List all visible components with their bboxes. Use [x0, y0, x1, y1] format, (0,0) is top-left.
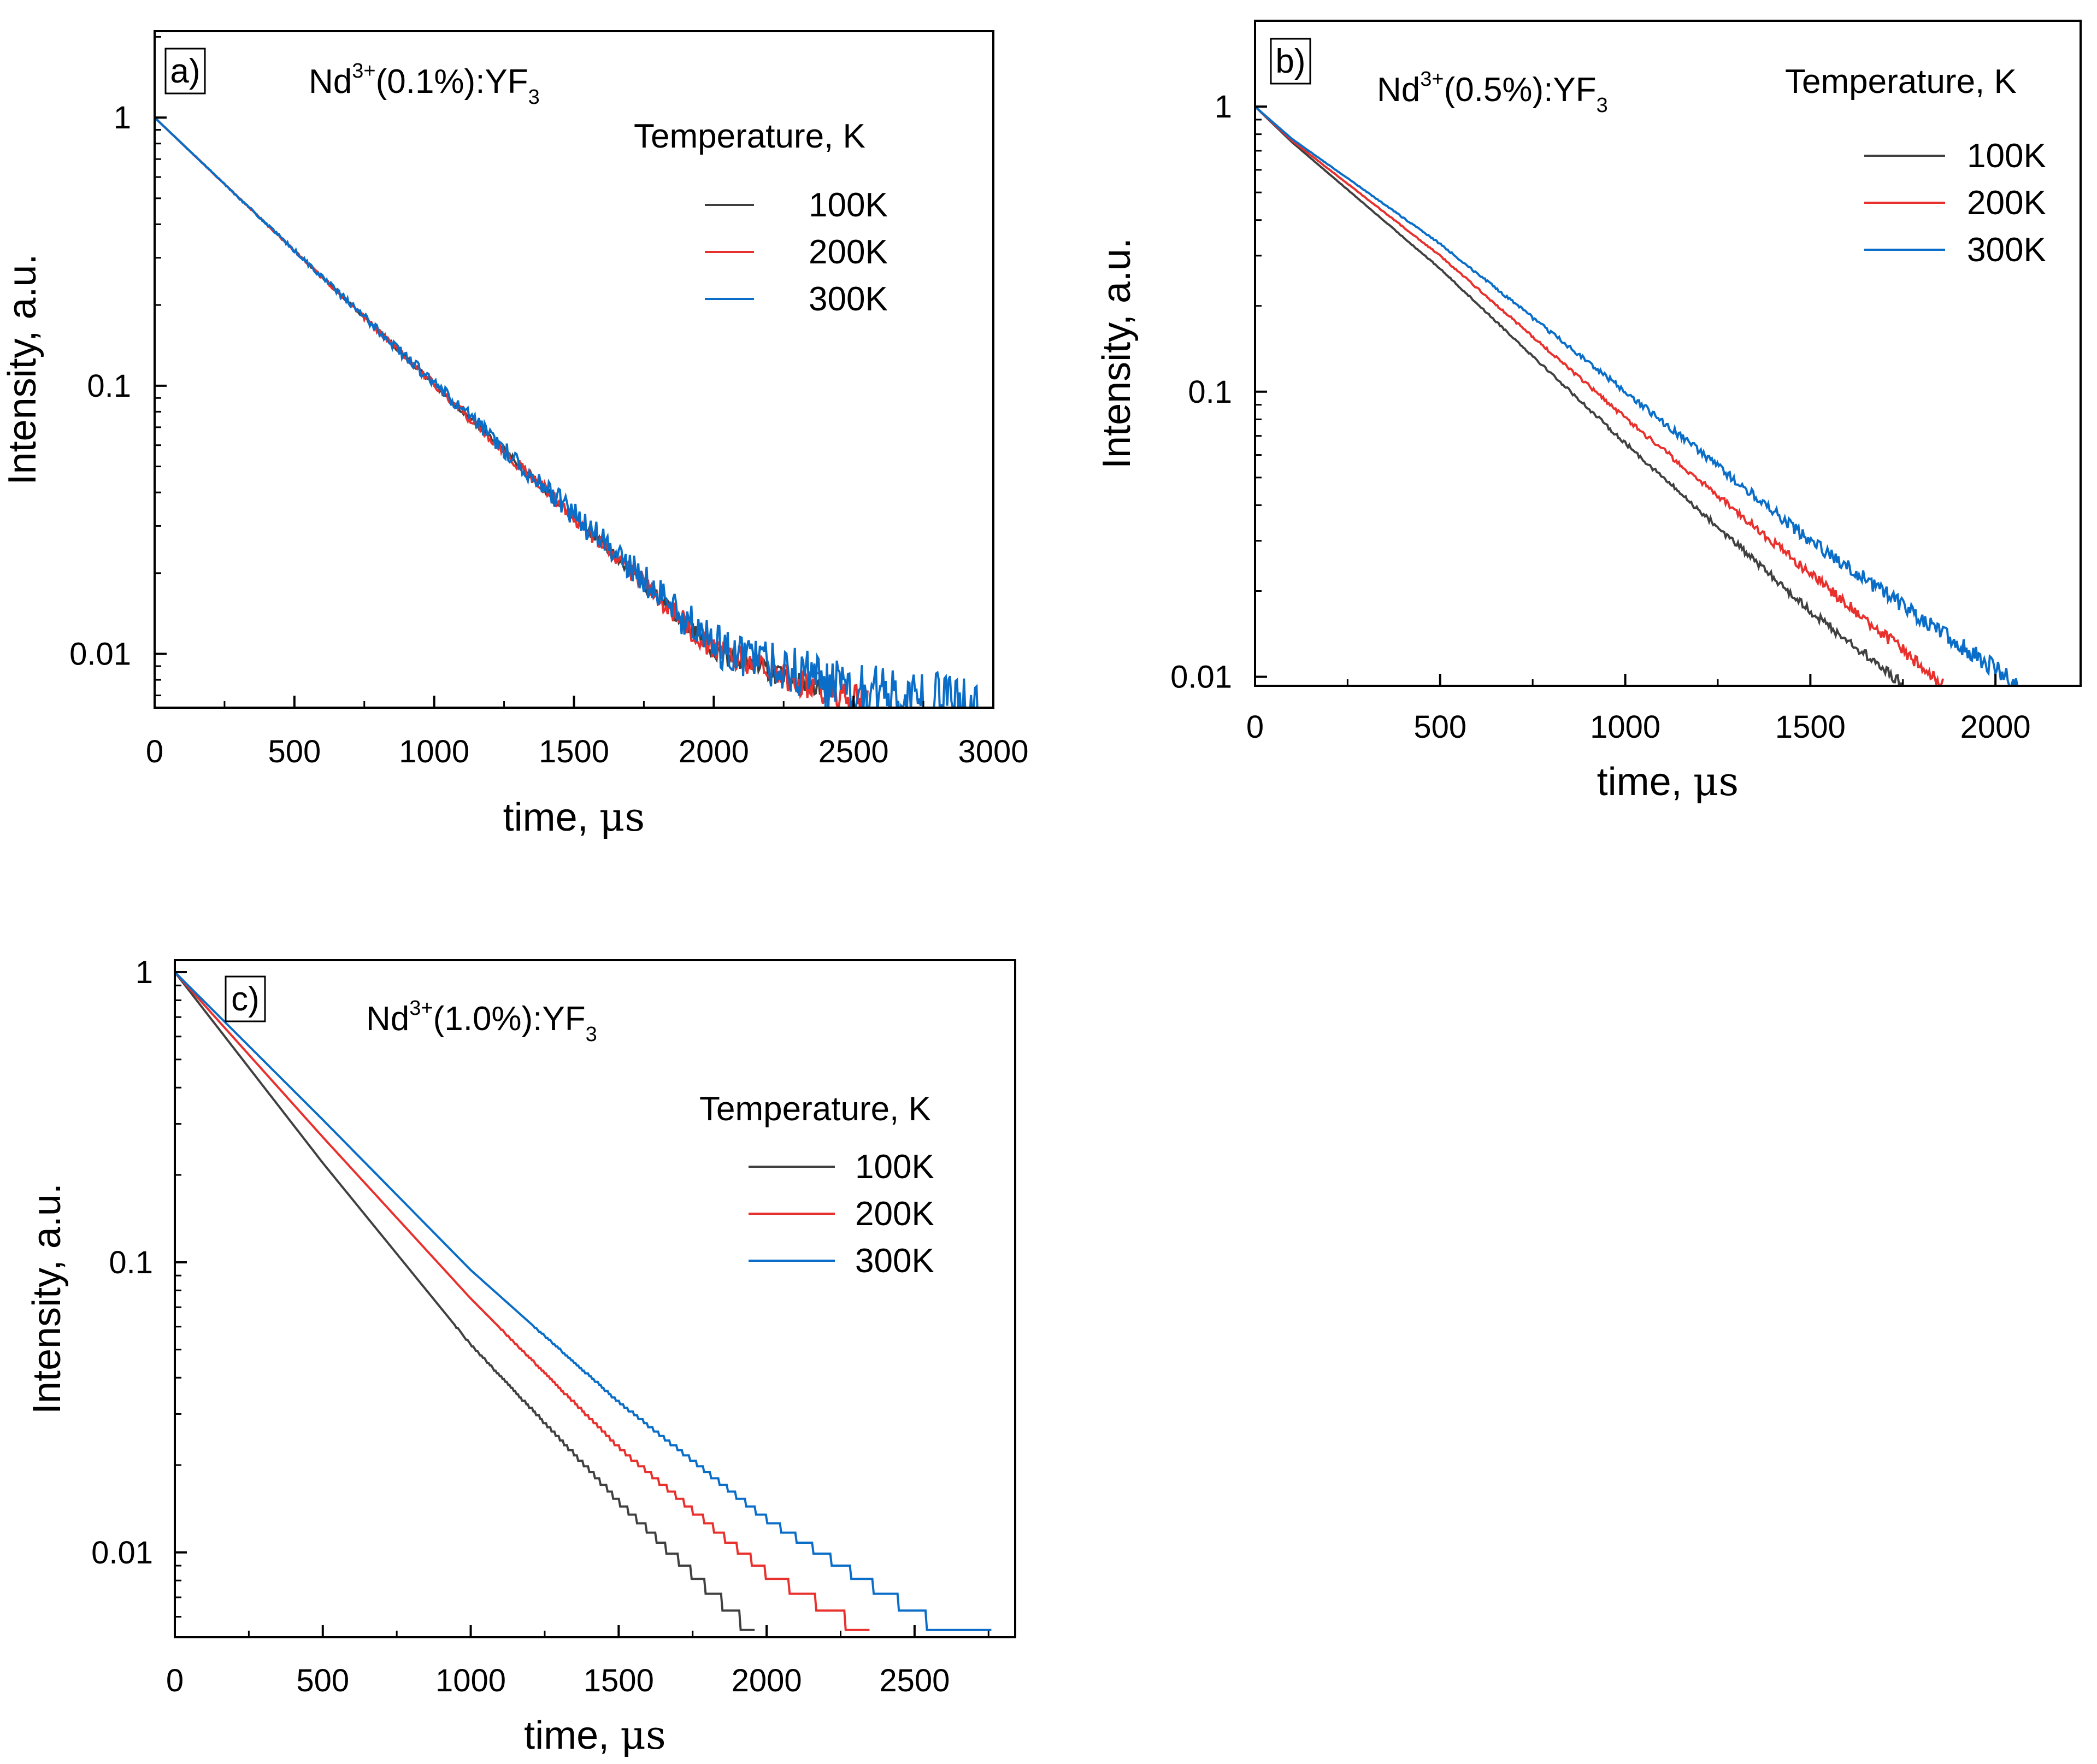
x-axis-title-unit: μs [620, 1712, 666, 1758]
x-axis-title: time, μs [503, 794, 645, 840]
y-tick-label: 0.1 [1188, 374, 1232, 410]
sample-formula: Nd3+(1.0%):YF3 [366, 997, 597, 1046]
legend-label-100K: 100K [855, 1148, 934, 1186]
x-tick-label: 0 [146, 734, 163, 769]
x-axis-title-text: time, [503, 796, 599, 839]
sample-formula: Nd3+(0.1%):YF3 [309, 60, 540, 109]
plot-frame [1254, 20, 2082, 687]
series-line-200K [175, 971, 870, 1631]
y-axis-title: Intensity, a.u. [1095, 238, 1139, 469]
y-tick-label: 0.01 [1170, 660, 1232, 695]
series-line-200K [1255, 105, 1945, 686]
legend-label-100K: 100K [1967, 137, 2046, 175]
x-axis-title-text: time, [1597, 760, 1693, 804]
x-tick-label: 2500 [879, 1663, 950, 1698]
legend-label-200K: 200K [1967, 184, 2046, 222]
x-tick-label: 1500 [584, 1663, 654, 1698]
panel-a: 0 500 1000 1500 2000 2500 3000 1 0.1 0.01 time, μs… [1, 30, 1029, 840]
x-tick-label: 2000 [679, 734, 749, 769]
x-axis-title: time, μs [1597, 758, 1739, 804]
sample-formula: Nd3+(0.5%):YF3 [1377, 68, 1608, 117]
x-tick-label: 1500 [539, 734, 609, 769]
legend-label-300K: 300K [855, 1242, 934, 1280]
y-tick-label: 1 [114, 100, 131, 136]
x-tick-label: 1000 [399, 734, 469, 769]
series-line-300K [155, 116, 979, 708]
legend-label-200K: 200K [809, 233, 888, 271]
x-tick-label: 3000 [958, 734, 1028, 769]
x-tick-label: 2000 [1960, 709, 2031, 745]
y-tick-label: 0.1 [109, 1245, 153, 1280]
legend-title: Temperature, K [699, 1090, 931, 1128]
panel-label-box [164, 48, 206, 95]
legend-label-300K: 300K [1967, 231, 2046, 269]
y-tick-label: 0.01 [91, 1535, 153, 1571]
panel-label-box [1270, 38, 1311, 85]
panel-label: c) [231, 980, 260, 1018]
x-tick-label: 500 [1413, 709, 1466, 745]
series-line-300K [1255, 105, 2019, 686]
legend-label-100K: 100K [809, 186, 888, 224]
x-tick-label: 1500 [1775, 709, 1846, 745]
panel-label: a) [170, 52, 200, 90]
x-axis-title-unit: μs [599, 794, 645, 840]
x-tick-label: 1000 [435, 1663, 506, 1698]
panel-label-box [225, 975, 266, 1022]
x-tick-label: 500 [268, 734, 321, 769]
y-tick-label: 1 [136, 955, 153, 990]
plot-frame [174, 959, 1016, 1638]
x-axis-title-text: time, [524, 1714, 620, 1757]
x-tick-label: 2000 [732, 1663, 802, 1698]
panel-b: 0 500 1000 1500 2000 1 0.1 0.01 time, μs Intensit… [1095, 20, 2082, 804]
series-line-100K [175, 971, 755, 1631]
y-axis-title: Intensity, a.u. [25, 1183, 69, 1414]
x-tick-label: 0 [166, 1663, 184, 1698]
plot-frame [154, 30, 994, 709]
legend-label-200K: 200K [855, 1195, 934, 1233]
y-axis-title: Intensity, a.u. [1, 254, 44, 485]
x-axis-title: time, μs [524, 1712, 666, 1758]
series-line-100K [1255, 105, 1903, 686]
y-tick-label: 0.1 [87, 368, 131, 404]
series-line-300K [175, 971, 992, 1631]
y-tick-label: 1 [1215, 89, 1232, 125]
series-line-200K [155, 116, 869, 708]
panel-label: b) [1275, 43, 1305, 80]
legend-label-300K: 300K [809, 280, 888, 318]
x-tick-label: 1000 [1590, 709, 1660, 745]
panel-c: 0 500 1000 1500 2000 2500 1 0.1 0.01 time, μs Inte… [25, 955, 1016, 1758]
y-tick-label: 0.01 [69, 637, 131, 672]
x-tick-label: 2500 [818, 734, 889, 769]
legend-title: Temperature, K [1785, 63, 2017, 101]
x-tick-label: 0 [1246, 709, 1264, 745]
x-tick-label: 500 [296, 1663, 349, 1698]
x-axis-title-unit: μs [1693, 758, 1739, 804]
legend-title: Temperature, K [634, 117, 865, 155]
